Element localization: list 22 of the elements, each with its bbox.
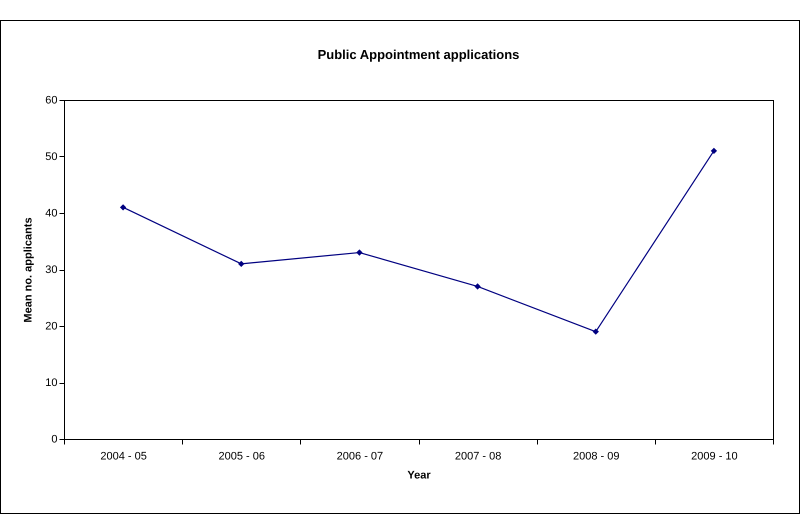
point xyxy=(120,204,126,211)
y-tick-label: 40 xyxy=(45,208,58,220)
point xyxy=(356,249,363,256)
y-tick-label: 0 xyxy=(51,434,58,446)
point xyxy=(592,328,599,335)
chart-title: Public Appointment applications xyxy=(318,47,520,62)
x-tick-label: 2008 - 09 xyxy=(573,450,620,462)
y-tick-label: 10 xyxy=(45,377,58,389)
point xyxy=(710,148,718,154)
x-tick-label: 2004 - 05 xyxy=(100,450,147,462)
x-tick-label: 2005 - 06 xyxy=(218,450,265,462)
x-tick-label: 2006 - 07 xyxy=(336,450,384,462)
y-tick-label: 30 xyxy=(45,264,58,276)
point xyxy=(238,260,244,268)
y-tick-label: 50 xyxy=(45,151,58,163)
point xyxy=(474,283,481,290)
x-tick-label: 2007 - 08 xyxy=(454,450,502,462)
y-axis-title: Mean no. applicants xyxy=(22,217,34,323)
y-tick-label: 60 xyxy=(45,94,58,106)
y-tick-label: 20 xyxy=(45,320,58,332)
x-tick-label: 2009 - 10 xyxy=(691,450,738,462)
x-axis-title: Year xyxy=(407,470,432,482)
